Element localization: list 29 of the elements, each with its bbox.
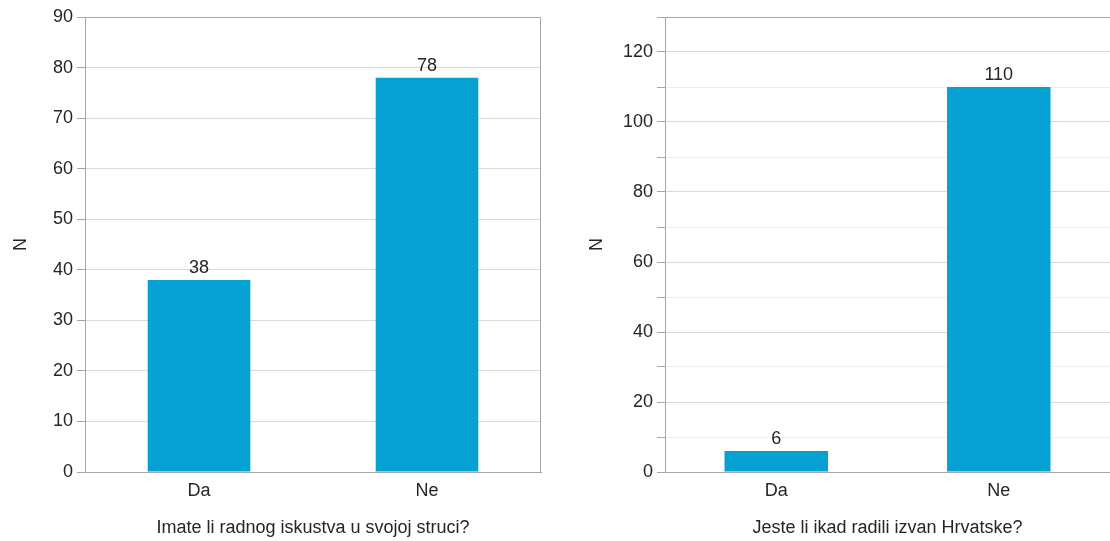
x-tick-label: Da xyxy=(764,479,789,500)
y-tick-label: 10 xyxy=(52,410,73,431)
data-label: 38 xyxy=(188,256,210,277)
y-tick-label: 70 xyxy=(52,107,73,128)
x-axis-title: Imate li radnog iskustva u svojoj struci? xyxy=(156,517,470,538)
y-axis-title: N xyxy=(9,238,30,251)
y-tick-label: 80 xyxy=(52,56,73,77)
y-tick-label: 60 xyxy=(632,250,653,271)
y-tick-label: 60 xyxy=(52,157,73,178)
y-axis-title: N xyxy=(585,238,606,251)
y-tick-label: 0 xyxy=(62,460,73,481)
y-tick-label: 100 xyxy=(622,110,653,131)
y-tick-label: 80 xyxy=(632,180,653,201)
y-tick-label: 0 xyxy=(642,460,653,481)
y-tick-label: 20 xyxy=(632,390,653,411)
y-tick-label: 120 xyxy=(622,40,653,61)
y-tick-label: 40 xyxy=(52,258,73,279)
y-tick-label: 20 xyxy=(52,359,73,380)
y-tick-label: 30 xyxy=(52,309,73,330)
y-tick-label: 40 xyxy=(632,320,653,341)
x-axis-title: Jeste li ikad radili izvan Hrvatske? xyxy=(752,517,1023,538)
y-tick-label: 50 xyxy=(52,208,73,229)
data-label: 110 xyxy=(984,63,1014,84)
x-tick-label: Ne xyxy=(415,479,439,500)
data-label: 6 xyxy=(771,427,782,448)
y-tick-label: 90 xyxy=(52,5,73,26)
x-tick-label: Da xyxy=(187,479,212,500)
data-label: 78 xyxy=(416,54,438,75)
x-tick-label: Ne xyxy=(987,479,1011,500)
